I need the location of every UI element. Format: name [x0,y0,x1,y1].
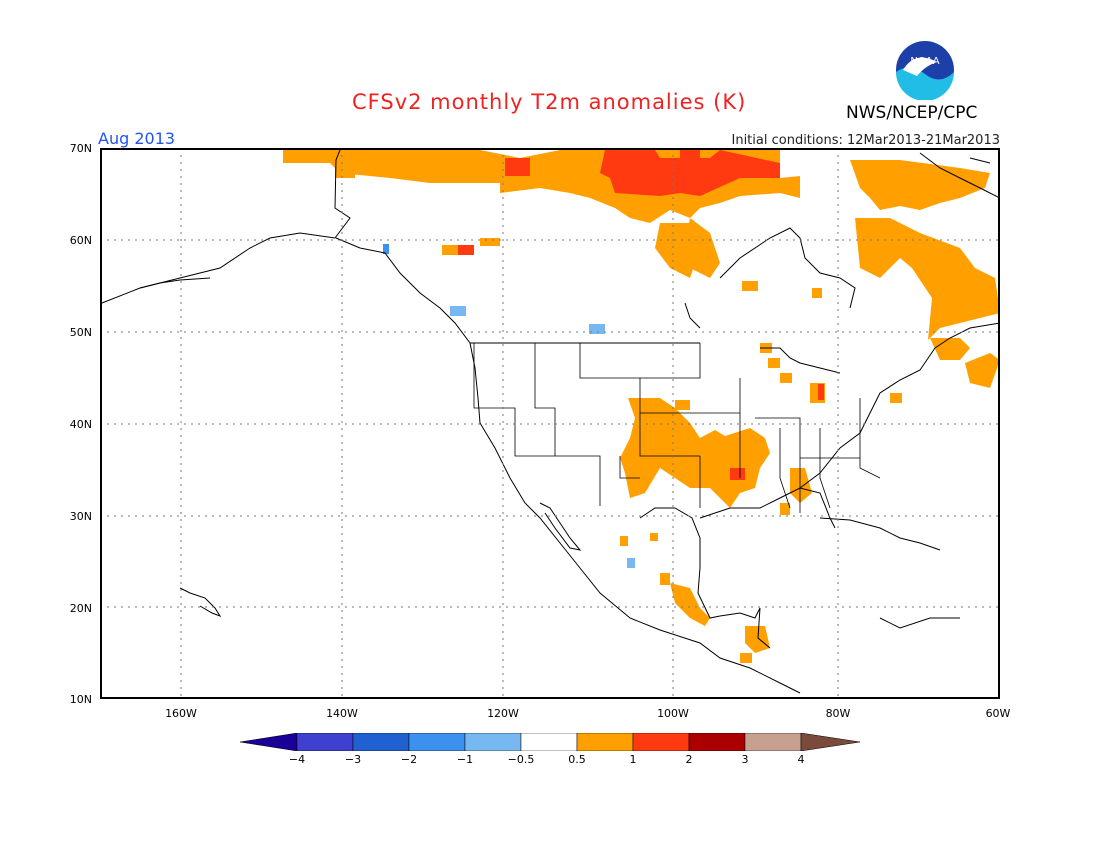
lon-label: 100W [657,707,689,720]
colorbar-label: −1 [456,753,474,766]
lon-label: 80W [825,707,851,720]
lat-label: 10N [69,693,92,706]
colorbar-label: 1 [629,753,637,766]
lon-label: 160W [165,707,197,720]
colorbar-label: 0.5 [568,753,586,766]
agency-label: NWS/NCEP/CPC [846,103,978,123]
noaa-logo: NOAA [896,41,954,100]
lat-label: 40N [69,418,92,431]
state-borders [473,343,881,513]
initial-conditions: Initial conditions: 12Mar2013-21Mar2013 [731,133,1001,148]
map-frame [100,148,1000,699]
colorbar-label: −3 [344,753,362,766]
anomaly-shading [283,150,1000,663]
graticule [100,148,1000,699]
forecast-month: Aug 2013 [98,129,176,148]
lon-label: 120W [487,707,519,720]
lat-label: 20N [69,602,92,615]
colorbar-label: 3 [741,753,749,766]
lat-label: 50N [69,326,92,339]
negative-anomaly-shading [383,244,635,568]
lat-label: 70N [69,142,92,155]
lon-label: 60W [985,707,1011,720]
colorbar-label: 4 [797,753,805,766]
colorbar-label: −0.5 [507,753,535,766]
colorbar-label: 2 [685,753,693,766]
colorbar-label: −2 [400,753,418,766]
logo-text: NOAA [910,56,939,67]
colorbar [240,733,860,751]
colorbar-label: −4 [288,753,306,766]
strong-anomaly-shading [458,150,824,480]
coastlines [101,149,1000,694]
lat-label: 60N [69,234,92,247]
anomaly-map [100,148,1000,699]
chart-title: CFSv2 monthly T2m anomalies (K) [352,90,747,114]
lat-label: 30N [69,510,92,523]
lon-label: 140W [326,707,358,720]
